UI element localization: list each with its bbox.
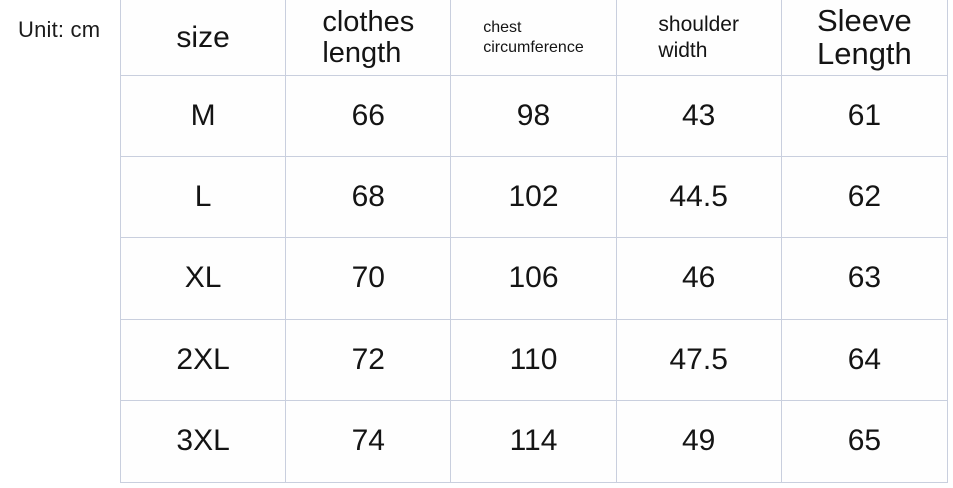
table-cell: 49 (617, 400, 782, 482)
header-clothes-length-label: clothes length (322, 6, 415, 69)
header-chest-circumference-label: chest circumference (483, 18, 584, 56)
row-label-l: L (121, 157, 287, 239)
table-cell: 106 (451, 238, 617, 320)
header-shoulder-width: shoulder width (616, 0, 782, 76)
row-label-xl: XL (121, 238, 287, 320)
table-cell: 74 (286, 400, 452, 482)
row-label-m: M (121, 76, 287, 158)
table-cell: 68 (286, 157, 452, 239)
table-cell: 110 (451, 319, 617, 401)
table-cell: 70 (286, 238, 452, 320)
header-sleeve-length-label: Sleeve Length (816, 3, 912, 71)
table-cell: 65 (847, 424, 882, 458)
row-label-3xl: 3XL (121, 400, 287, 482)
size-chart-table: size clothes length chest circumference … (120, 0, 948, 483)
table-cell: 43 (616, 76, 782, 158)
header-shoulder-width-label: shoulder width (658, 13, 739, 62)
table-cell: 114 (451, 400, 617, 482)
table-cell: 62 (781, 157, 947, 239)
table-cell: 63 (781, 238, 947, 320)
table-cell: 102 (451, 157, 617, 239)
header-size: size (121, 0, 287, 76)
table-cell: 47.5 (616, 319, 782, 401)
row-label-2xl: 2XL (121, 319, 287, 401)
table-cell: 66 (286, 76, 452, 158)
table-cell: 98 (451, 76, 617, 158)
table-cell: 46 (616, 238, 782, 320)
header-size-label: size (176, 20, 230, 54)
unit-label: Unit: cm (18, 17, 101, 42)
header-sleeve-length: Sleeve Length (781, 0, 947, 76)
table-cell: 44.5 (616, 157, 782, 239)
table-cell: 64 (781, 320, 947, 401)
table-cell: 61 (781, 76, 947, 158)
header-chest-circumference: chest circumference (451, 0, 617, 76)
header-clothes-length: clothes length (286, 0, 452, 76)
table-cell: 72 (286, 319, 452, 401)
